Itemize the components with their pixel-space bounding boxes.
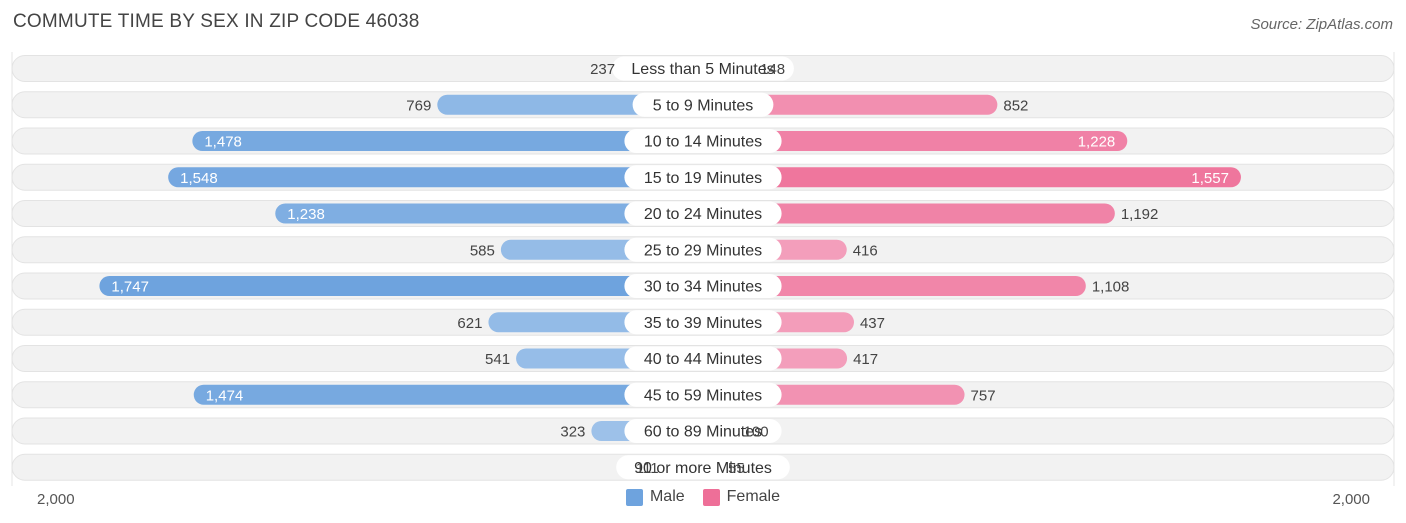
legend-item-male: Male bbox=[625, 488, 685, 506]
category-label: 25 to 29 Minutes bbox=[644, 242, 762, 259]
category-pill bbox=[624, 346, 782, 371]
category-label: 20 to 24 Minutes bbox=[644, 206, 762, 223]
category-label: 30 to 34 Minutes bbox=[644, 279, 762, 296]
value-label-male: 1,238 bbox=[287, 206, 325, 223]
legend-swatch-female bbox=[702, 488, 720, 506]
category-label: 40 to 44 Minutes bbox=[644, 351, 762, 368]
value-label-male: 541 bbox=[485, 351, 510, 368]
legend-swatch-male bbox=[625, 488, 643, 506]
category-pill bbox=[624, 310, 782, 335]
bar-female bbox=[703, 167, 1241, 188]
bar-female bbox=[703, 94, 998, 115]
value-label-male: 1,474 bbox=[206, 387, 244, 404]
bar-male bbox=[275, 203, 703, 224]
category-label: 35 to 39 Minutes bbox=[644, 315, 762, 332]
value-label-female: 55 bbox=[728, 460, 745, 477]
value-label-female: 416 bbox=[853, 242, 878, 259]
value-label-male: 237 bbox=[590, 61, 615, 78]
bar-male bbox=[192, 131, 703, 151]
category-label: 45 to 59 Minutes bbox=[644, 387, 762, 404]
axis-label-right: 2,000 bbox=[1332, 491, 1370, 508]
value-label-male: 769 bbox=[406, 97, 431, 114]
category-pill bbox=[632, 92, 774, 117]
category-pill bbox=[624, 129, 782, 153]
bar-female bbox=[703, 131, 1128, 151]
value-label-male: 585 bbox=[470, 242, 495, 259]
bar-male bbox=[168, 167, 703, 188]
value-label-female: 852 bbox=[1003, 97, 1028, 114]
category-pill bbox=[624, 237, 782, 262]
value-label-female: 1,192 bbox=[1121, 206, 1159, 223]
value-label-male: 111 bbox=[636, 460, 659, 477]
value-label-male: 1,548 bbox=[180, 170, 218, 187]
chart-legend: Male Female bbox=[0, 488, 1406, 506]
category-label: 60 to 89 Minutes bbox=[644, 424, 762, 441]
bar-female bbox=[703, 276, 1086, 296]
category-label: 15 to 19 Minutes bbox=[644, 170, 762, 187]
category-pill bbox=[612, 56, 794, 81]
category-label: 90 or more Minutes bbox=[634, 460, 772, 477]
category-label: 10 to 14 Minutes bbox=[644, 134, 762, 151]
bar-male bbox=[99, 276, 703, 296]
category-pill bbox=[624, 165, 782, 190]
value-label-female: 1,228 bbox=[1078, 134, 1116, 151]
category-label: 5 to 9 Minutes bbox=[653, 97, 754, 114]
legend-label-male: Male bbox=[649, 488, 685, 505]
category-pill bbox=[624, 419, 782, 443]
value-label-female: 437 bbox=[860, 315, 885, 332]
axis-label-left: 2,000 bbox=[37, 491, 75, 508]
category-pill bbox=[616, 455, 790, 480]
legend-label-female: Female bbox=[726, 488, 781, 505]
category-pill bbox=[624, 201, 782, 226]
value-label-female: 1,108 bbox=[1092, 279, 1130, 296]
value-label-male: 1,478 bbox=[204, 134, 242, 151]
value-label-male: 323 bbox=[560, 424, 585, 441]
category-pill bbox=[624, 382, 782, 407]
value-label-female: 417 bbox=[853, 351, 878, 368]
legend-item-female: Female bbox=[702, 488, 781, 506]
category-pill bbox=[624, 274, 782, 298]
value-label-male: 621 bbox=[457, 315, 482, 332]
bar-female bbox=[703, 203, 1115, 224]
value-label-male: 1,747 bbox=[111, 279, 149, 296]
chart-source: Source: ZipAtlas.com bbox=[1250, 16, 1393, 33]
value-label-female: 148 bbox=[760, 61, 785, 78]
value-label-female: 100 bbox=[744, 424, 769, 441]
value-label-female: 757 bbox=[971, 387, 996, 404]
category-label: Less than 5 Minutes bbox=[631, 61, 774, 78]
chart-title: COMMUTE TIME BY SEX IN ZIP CODE 46038 bbox=[13, 11, 420, 32]
value-label-female: 1,557 bbox=[1191, 170, 1229, 187]
bar-male bbox=[193, 384, 703, 405]
